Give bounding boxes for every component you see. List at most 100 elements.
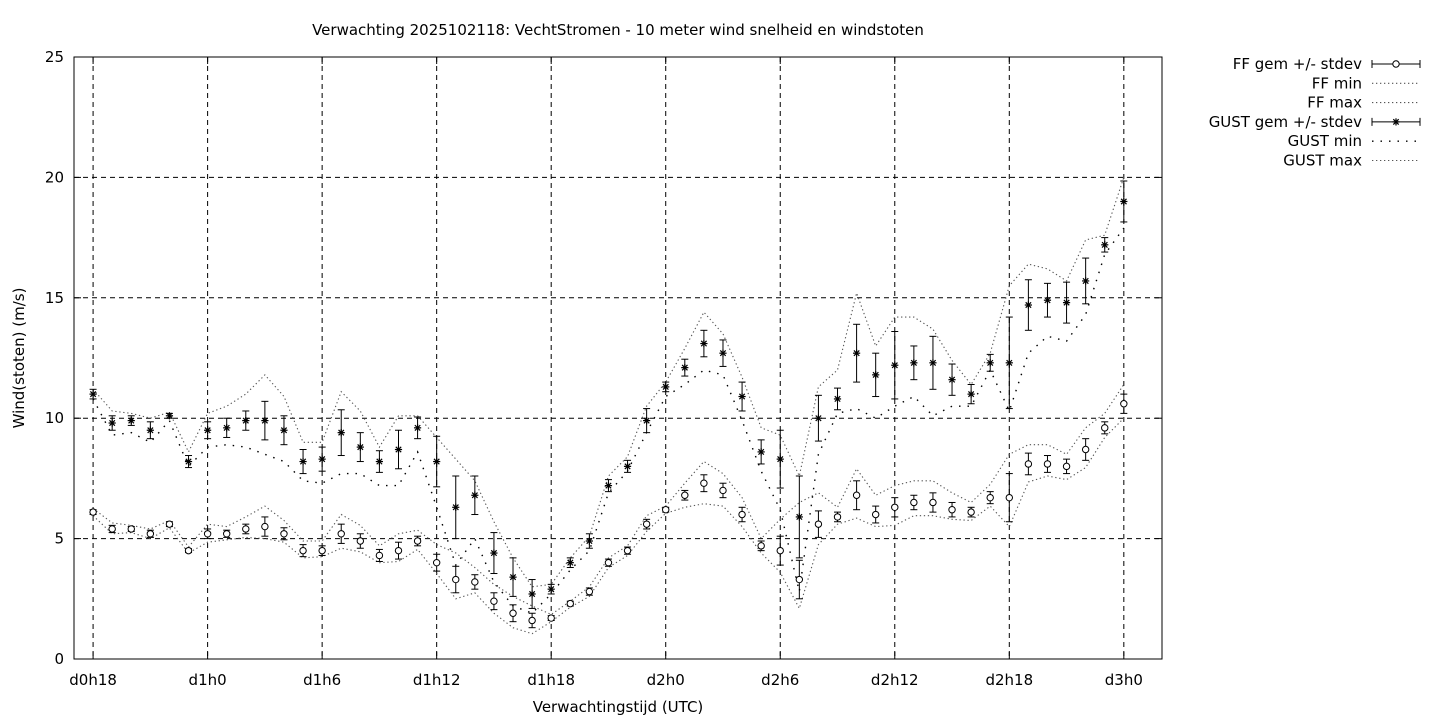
legend-label: FF min (1312, 74, 1362, 92)
data-point-gust (1120, 197, 1128, 206)
data-point-gust (223, 424, 231, 432)
x-tick-label: d1h18 (527, 671, 575, 689)
data-point-ff (299, 546, 307, 555)
star-stroke (853, 350, 860, 357)
star-stroke (624, 463, 631, 470)
star-stroke (700, 340, 708, 347)
star-stroke (414, 424, 421, 431)
star-stroke (662, 383, 669, 391)
data-point-gust (165, 412, 174, 420)
data-point-ff (1120, 400, 1128, 408)
data-point-ff (1024, 460, 1033, 468)
data-point-gust (318, 455, 326, 463)
data-point-ff (413, 537, 422, 545)
star-stroke (89, 390, 97, 398)
x-tick-label: d1h0 (189, 671, 227, 689)
star-stroke (929, 359, 937, 366)
data-point-ff (852, 491, 861, 499)
data-point-gust (700, 339, 708, 348)
legend-label: GUST gem +/- stdev (1209, 113, 1362, 131)
data-point-ff (452, 575, 460, 584)
data-point-gust (929, 359, 937, 367)
data-point-gust (776, 455, 784, 463)
star-stroke (490, 549, 498, 557)
data-point-ff (719, 486, 727, 495)
data-point-gust (184, 457, 193, 466)
star-stroke (452, 504, 459, 511)
data-point-gust (261, 417, 269, 425)
series-line-ff-min (92, 417, 1125, 635)
data-point-gust (814, 414, 823, 422)
data-point-gust (986, 359, 994, 367)
data-point-gust (643, 417, 651, 425)
data-point-ff (432, 558, 441, 567)
star-stroke (834, 395, 841, 403)
star-stroke (109, 419, 116, 427)
data-point-gust (623, 462, 632, 470)
x-tick-label: d3h0 (1105, 671, 1143, 689)
data-point-gust (433, 457, 441, 466)
x-axis-label: Verwachtingstijd (UTC) (533, 698, 704, 716)
star-stroke (471, 492, 478, 499)
data-point-ff (910, 498, 918, 507)
star-stroke (433, 458, 440, 465)
data-point-ff (585, 587, 594, 596)
data-point-gust (394, 445, 403, 454)
legend-label: GUST max (1283, 152, 1362, 170)
data-point-gust (89, 390, 97, 398)
star-stroke (338, 429, 345, 436)
data-point-ff (948, 506, 956, 514)
x-tick-label: d2h18 (985, 671, 1033, 689)
star-stroke (910, 359, 917, 366)
data-point-gust (204, 426, 212, 434)
data-point-gust (910, 359, 918, 367)
data-point-gust (547, 585, 555, 593)
star-stroke (185, 458, 192, 465)
data-point-gust (852, 349, 861, 357)
star-stroke (796, 513, 803, 521)
data-point-ff (394, 546, 403, 555)
data-point-gust (967, 390, 975, 398)
data-point-gust (662, 383, 670, 391)
star-stroke (1063, 299, 1070, 306)
data-point-ff (509, 609, 517, 617)
data-point-ff (814, 520, 823, 528)
data-point-ff (127, 525, 135, 533)
data-point-ff (471, 578, 479, 586)
data-point-ff (146, 530, 155, 538)
data-point-ff (929, 498, 937, 507)
star-stroke (548, 586, 555, 593)
data-point-gust (585, 537, 593, 545)
data-point-ff (566, 599, 574, 608)
data-point-gust (280, 426, 288, 434)
data-point-ff (1005, 493, 1013, 502)
data-point-gust (1024, 301, 1032, 309)
data-point-ff (1043, 460, 1052, 468)
y-tick-label: 5 (54, 530, 64, 548)
x-tick-label: d0h18 (69, 671, 117, 689)
data-point-gust (1005, 359, 1013, 367)
data-point-ff (528, 616, 536, 625)
data-point-ff (1101, 424, 1109, 432)
data-point-gust (948, 376, 956, 384)
data-point-gust (356, 443, 364, 451)
star-stroke (376, 458, 383, 465)
data-point-ff (967, 508, 975, 516)
axis-ticks: 0 5 10 15 20 25 d0h18 d1h0 d1h6 d1h12 d1h18 d2h0 d2h… (45, 48, 1162, 689)
star-stroke (891, 362, 898, 369)
data-point-ff (89, 508, 97, 516)
plot-frame (73, 56, 1163, 660)
data-point-gust (146, 426, 154, 434)
data-point-gust (738, 392, 746, 401)
star-stroke (1006, 359, 1013, 366)
data-point-ff (795, 575, 804, 584)
star-stroke (319, 456, 326, 463)
data-point-ff (223, 530, 231, 538)
star-stroke (395, 446, 402, 453)
data-point-gust (337, 429, 345, 437)
star-stroke (280, 427, 288, 434)
data-point-ff (165, 520, 174, 528)
legend-sample-marker (1392, 118, 1400, 126)
data-point-ff (337, 530, 345, 538)
